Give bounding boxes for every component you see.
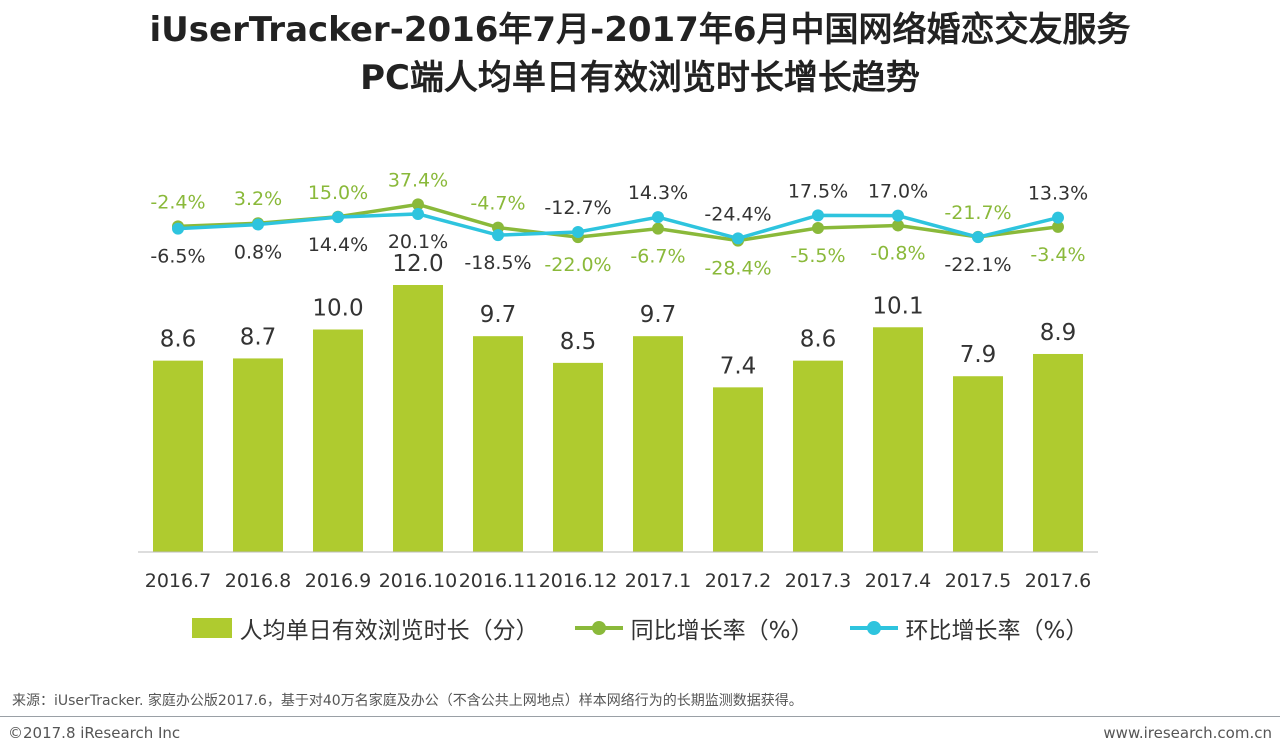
legend-item-yoy: 同比增长率（%） (574, 611, 814, 645)
mom-value-label: -18.5% (464, 252, 531, 274)
mom-value-label: 14.3% (628, 182, 688, 204)
bar-value-label: 9.7 (480, 302, 517, 328)
footer-divider (0, 716, 1280, 717)
bar-value-label: 8.7 (240, 324, 277, 350)
bar-2017.5 (953, 376, 1003, 552)
bar-2017.3 (793, 360, 843, 552)
yoy-value-label: -3.4% (1030, 244, 1085, 266)
bar-value-label: 8.5 (560, 329, 597, 355)
mom-point-2016.9 (332, 211, 344, 224)
yoy-value-label: -28.4% (704, 258, 771, 280)
mom-value-label: 13.3% (1028, 183, 1088, 205)
mom-value-label: -24.4% (704, 203, 771, 225)
x-tick-label: 2017.1 (625, 570, 691, 592)
bar-2017.1 (633, 336, 683, 552)
chart-legend: 人均单日有效浏览时长（分） 同比增长率（%） 环比增长率（%） (0, 608, 1280, 648)
copyright-text: ©2017.8 iResearch Inc (8, 724, 181, 742)
yoy-value-label: -4.7% (470, 193, 525, 215)
mom-value-label: -6.5% (150, 246, 205, 268)
yoy-value-label: -22.0% (544, 254, 611, 276)
yoy-value-label: -6.7% (630, 246, 685, 268)
bar-2016.11 (473, 336, 523, 552)
yoy-value-label: -0.8% (870, 242, 925, 264)
mom-point-2016.11 (492, 229, 504, 242)
bar-2017.4 (873, 327, 923, 552)
bar-value-label: 9.7 (640, 302, 677, 328)
x-tick-label: 2017.4 (865, 570, 931, 592)
mom-point-2017.5 (972, 231, 984, 244)
bar-value-label: 8.9 (1040, 320, 1077, 346)
mom-value-label: 0.8% (234, 242, 282, 264)
bar-2016.10 (393, 285, 443, 552)
bar-value-label: 7.4 (720, 353, 757, 379)
bar-value-label: 10.1 (872, 293, 923, 319)
mom-point-2016.12 (572, 225, 584, 238)
legend-label-mom: 环比增长率（%） (905, 618, 1089, 644)
legend-line-mom-swatch (849, 618, 898, 638)
legend-line-yoy-swatch (574, 618, 623, 638)
legend-item-duration: 人均单日有效浏览时长（分） (191, 611, 539, 645)
yoy-value-label: 3.2% (234, 188, 282, 210)
x-tick-label: 2016.9 (305, 570, 371, 592)
yoy-value-label: -2.4% (150, 191, 205, 213)
mom-point-2017.4 (892, 209, 904, 222)
mom-value-label: -12.7% (544, 197, 611, 219)
x-tick-label: 2016.11 (459, 570, 538, 592)
bar-value-label: 10.0 (312, 296, 363, 322)
legend-label-yoy: 同比增长率（%） (630, 618, 814, 644)
yoy-point-2017.6 (1052, 220, 1064, 233)
mom-value-label: 17.0% (868, 181, 928, 203)
x-tick-label: 2017.3 (785, 570, 851, 592)
yoy-value-label: -5.5% (790, 245, 845, 267)
bar-value-label: 8.6 (800, 327, 837, 353)
bar-2017.2 (713, 387, 763, 552)
bar-2016.12 (553, 362, 603, 552)
bar-value-label: 12.0 (392, 251, 443, 277)
bar-2017.6 (1033, 353, 1083, 552)
x-tick-label: 2017.2 (705, 570, 771, 592)
legend-bar-swatch (191, 618, 232, 638)
yoy-point-2017.3 (812, 222, 824, 235)
chart-title-line1: iUserTracker-2016年7月-2017年6月中国网络婚恋交友服务 (149, 10, 1131, 50)
yoy-value-label: 37.4% (388, 169, 448, 191)
yoy-value-label: -21.7% (944, 202, 1011, 224)
mom-point-2016.7 (172, 222, 184, 235)
x-tick-label: 2017.5 (945, 570, 1011, 592)
x-tick-label: 2016.7 (145, 570, 211, 592)
mom-point-2016.8 (252, 218, 264, 231)
mom-value-label: 17.5% (788, 180, 848, 202)
x-tick-label: 2016.8 (225, 570, 291, 592)
yoy-point-2017.4 (892, 219, 904, 232)
mom-point-2016.10 (412, 207, 424, 220)
x-tick-label: 2016.10 (379, 570, 458, 592)
yoy-point-2017.1 (652, 222, 664, 235)
mom-value-label: -22.1% (944, 254, 1011, 276)
legend-label-duration: 人均单日有效浏览时长（分） (239, 618, 539, 644)
x-tick-label: 2016.12 (539, 570, 618, 592)
chart-title-line2: PC端人均单日有效浏览时长增长趋势 (360, 58, 920, 98)
website-link[interactable]: www.iresearch.com.cn (1103, 724, 1272, 742)
mom-line (177, 212, 1059, 241)
chart-area: 8.6 8.7 10.0 12.0 9.7 8.5 9.7 7.4 8.6 10.1 7.9 8.9 2… (138, 169, 1098, 592)
x-tick-label: 2017.6 (1025, 570, 1091, 592)
yoy-point-2016.10 (412, 198, 424, 211)
bar-2016.9 (313, 329, 363, 552)
mom-point-2017.1 (652, 211, 664, 224)
bar-value-label: 8.6 (160, 327, 197, 353)
mom-point-2017.3 (812, 209, 824, 222)
mom-point-2017.2 (732, 232, 744, 245)
yoy-value-label: 15.0% (308, 182, 368, 204)
bar-value-label: 7.9 (960, 342, 997, 368)
data-source-note: 来源：iUserTracker. 家庭办公版2017.6，基于对40万名家庭及办… (12, 693, 803, 709)
bar-2016.8 (233, 358, 283, 552)
bar-2016.7 (153, 360, 203, 552)
mom-point-2017.6 (1052, 211, 1064, 224)
legend-item-mom: 环比增长率（%） (849, 611, 1089, 645)
mom-value-label: 20.1% (388, 231, 448, 253)
mom-value-label: 14.4% (308, 234, 368, 256)
